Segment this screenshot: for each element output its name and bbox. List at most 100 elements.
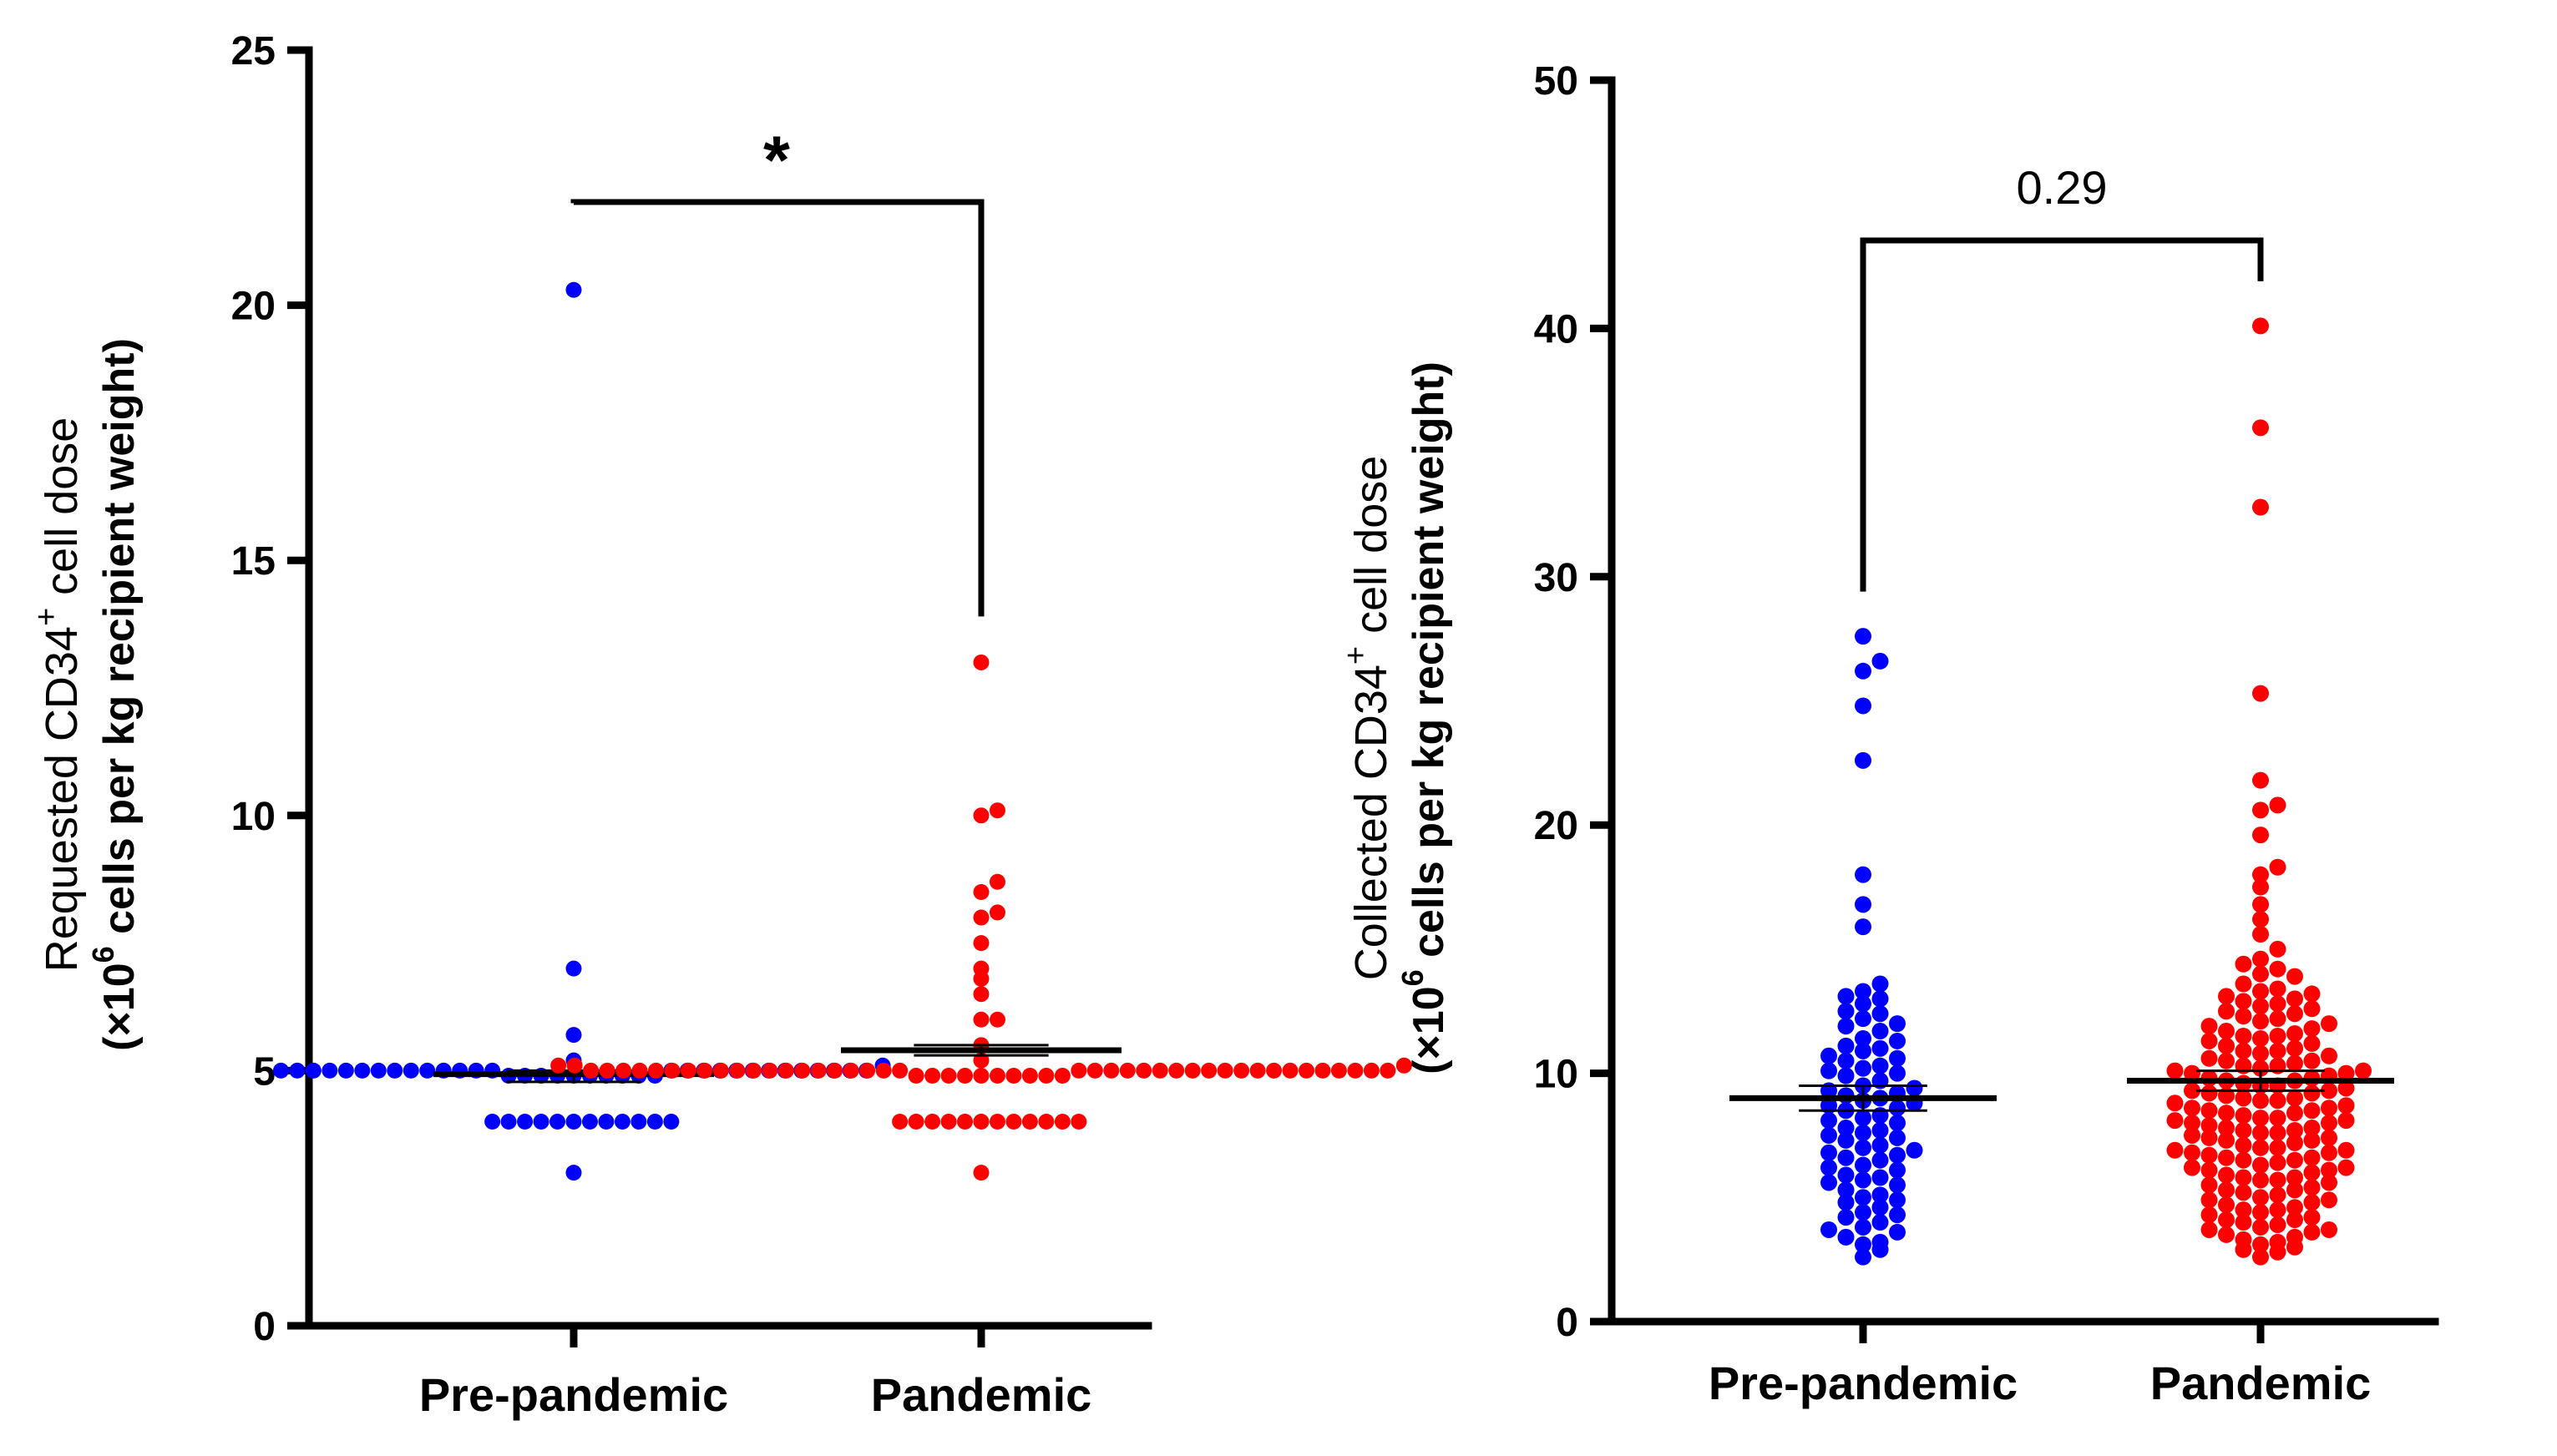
y-axis-label-collected: Collected CD34+ cell dose [1339, 456, 1396, 981]
data-point-pandemic [2269, 1154, 2286, 1171]
data-point-pandemic [1038, 1114, 1055, 1130]
data-point-pandemic [2184, 1064, 2200, 1082]
data-point-pandemic [1363, 1062, 1380, 1079]
data-point-pandemic [2286, 1122, 2303, 1140]
data-point-pandemic [2252, 801, 2269, 819]
data-point-pandemic [2252, 1059, 2269, 1077]
data-point-pre-pandemic [533, 1114, 549, 1130]
data-point-pandemic [2269, 980, 2286, 998]
data-point-pandemic [2269, 995, 2286, 1013]
data-point-pandemic [2286, 1228, 2303, 1246]
data-point-pre-pandemic [1837, 1166, 1855, 1184]
data-point-pre-pandemic [1889, 1115, 1906, 1132]
data-point-pre-pandemic [1889, 1223, 1906, 1241]
data-point-pandemic [2286, 1039, 2303, 1057]
data-point-pre-pandemic [1871, 1057, 1889, 1074]
data-point-pre-pandemic [1820, 1062, 1837, 1079]
data-point-pandemic [2269, 1171, 2286, 1189]
y-label-tail: cell dose [1346, 456, 1396, 646]
data-point-pandemic [2303, 1209, 2321, 1226]
data-point-pandemic [2286, 1054, 2303, 1072]
data-point-pre-pandemic [1820, 1174, 1837, 1191]
data-point-pandemic [2286, 1199, 2303, 1216]
data-point-pandemic [973, 883, 990, 900]
data-point-pandemic [2286, 1134, 2303, 1151]
data-point-pandemic [794, 1062, 811, 1079]
data-point-pandemic [2200, 1102, 2218, 1120]
data-point-pandemic [1086, 1062, 1103, 1079]
data-point-pre-pandemic [1855, 1110, 1871, 1127]
data-point-pandemic [2286, 1005, 2303, 1023]
data-point-pandemic [973, 909, 990, 926]
data-point-pandemic [2200, 1084, 2218, 1102]
data-point-pandemic [908, 1068, 924, 1084]
data-point-pre-pandemic [1855, 662, 1871, 680]
data-point-pre-pandemic [1820, 1126, 1837, 1144]
data-point-pandemic [859, 1062, 876, 1079]
y-label-main: Requested CD34 [37, 626, 87, 972]
data-point-pandemic [827, 1062, 843, 1079]
y-sublabel-sup: 6 [86, 946, 120, 963]
data-point-pandemic [973, 986, 990, 1003]
data-point-pandemic [2218, 1196, 2235, 1214]
data-point-pre-pandemic [646, 1114, 663, 1130]
data-point-pandemic [2303, 1120, 2321, 1137]
data-point-pandemic [696, 1062, 713, 1079]
data-point-pandemic [1347, 1062, 1364, 1079]
data-point-pre-pandemic [272, 1062, 289, 1079]
data-point-pre-pandemic [1871, 1214, 1889, 1231]
panel-collected: Collected CD34+ cell dose (×106 cells pe… [1339, 59, 2439, 1409]
data-point-pandemic [940, 1114, 957, 1130]
data-point-pandemic [973, 1068, 990, 1084]
data-point-pre-pandemic [1855, 1156, 1871, 1174]
data-point-pre-pandemic [1855, 1059, 1871, 1077]
data-point-pandemic [1021, 1068, 1038, 1084]
data-point-pre-pandemic [630, 1114, 647, 1130]
data-point-pandemic [2252, 1044, 2269, 1062]
data-point-pandemic [2184, 1082, 2200, 1100]
data-point-pandemic [892, 1114, 909, 1130]
data-point-pandemic [2269, 1027, 2286, 1044]
data-point-pandemic [2269, 1010, 2286, 1028]
data-point-pre-pandemic [1820, 1159, 1837, 1176]
y-label-sup: + [1339, 646, 1374, 665]
data-point-pandemic [2337, 1159, 2355, 1176]
data-point-pandemic [2252, 771, 2269, 789]
data-point-pandemic [2200, 1206, 2218, 1224]
data-point-pandemic [2269, 1110, 2286, 1127]
data-point-pandemic [2218, 1105, 2235, 1122]
data-point-pandemic [2321, 1115, 2337, 1132]
data-point-pandemic [1168, 1062, 1185, 1079]
data-point-pre-pandemic [565, 1165, 582, 1181]
data-point-pandemic [1380, 1062, 1396, 1079]
data-point-pandemic [2218, 1003, 2235, 1020]
data-point-pre-pandemic [1889, 1064, 1906, 1082]
data-point-pandemic [1249, 1062, 1266, 1079]
y-tick-label: 15 [231, 539, 276, 584]
data-point-pandemic [875, 1062, 892, 1079]
data-point-pandemic [2269, 796, 2286, 814]
data-point-pandemic [2303, 1020, 2321, 1038]
data-point-pandemic [2235, 1122, 2252, 1140]
data-point-pre-pandemic [517, 1114, 534, 1130]
data-point-pre-pandemic [1855, 983, 1871, 1000]
data-point-pandemic [2235, 1214, 2252, 1231]
data-point-pandemic [2252, 1029, 2269, 1047]
data-point-pandemic [2166, 1095, 2184, 1112]
data-point-pandemic [2200, 1018, 2218, 1035]
data-point-pre-pandemic [1889, 1176, 1906, 1194]
data-point-pre-pandemic [1855, 995, 1871, 1013]
data-point-pandemic [2218, 1226, 2235, 1243]
data-point-pandemic [1103, 1062, 1120, 1079]
data-point-pandemic [2252, 950, 2269, 968]
data-point-pre-pandemic [1820, 1112, 1837, 1130]
data-point-pre-pandemic [1837, 1228, 1855, 1246]
data-point-pre-pandemic [1871, 975, 1889, 993]
data-point-pandemic [729, 1062, 746, 1079]
data-point-pandemic [2286, 1169, 2303, 1186]
data-point-pre-pandemic [1855, 866, 1871, 883]
data-point-pandemic [2200, 1191, 2218, 1209]
y-tick-label: 30 [1534, 556, 1578, 600]
data-point-pandemic [2184, 1115, 2200, 1132]
